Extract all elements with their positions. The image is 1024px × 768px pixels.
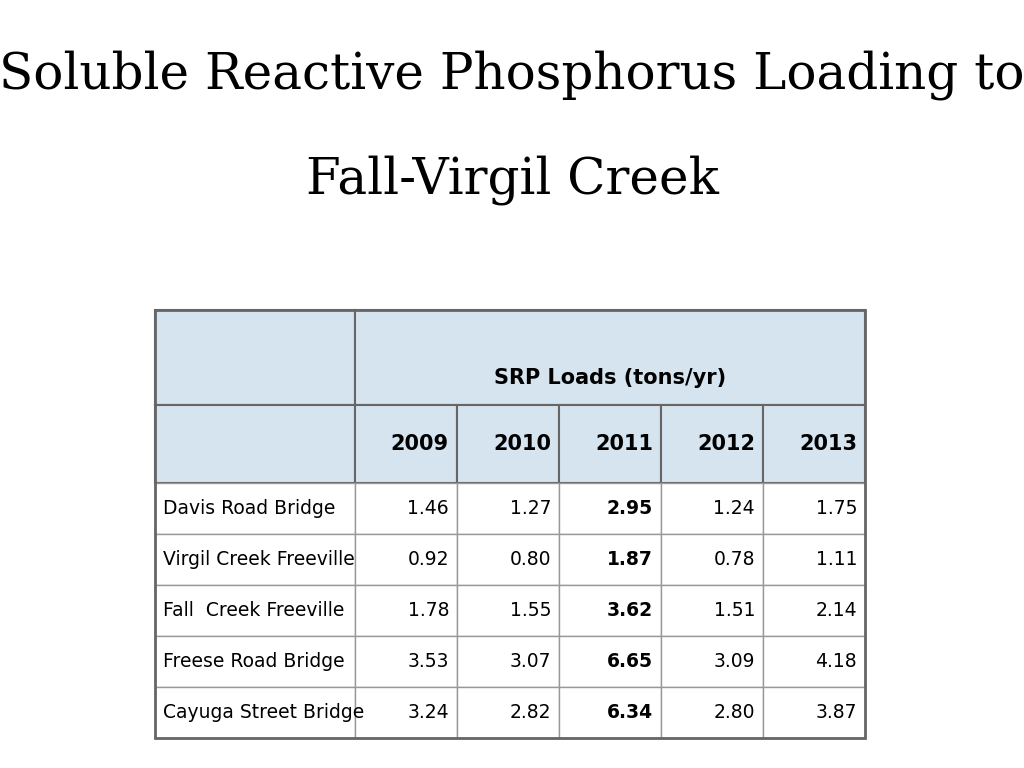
Bar (355, 483, 457, 534)
Text: Fall  Creek Freeville: Fall Creek Freeville (163, 601, 344, 620)
Bar (457, 534, 559, 585)
Text: 2.14: 2.14 (815, 601, 857, 620)
Bar (155, 310, 355, 405)
Text: SRP Loads (tons/yr): SRP Loads (tons/yr) (494, 369, 726, 389)
Bar (155, 310, 865, 738)
Text: 3.53: 3.53 (408, 652, 449, 671)
Text: 2012: 2012 (697, 434, 755, 454)
Text: 2.82: 2.82 (510, 703, 551, 722)
Text: 3.09: 3.09 (714, 652, 755, 671)
Bar (355, 636, 457, 687)
Text: 1.78: 1.78 (408, 601, 449, 620)
Bar (355, 534, 457, 585)
Text: 3.24: 3.24 (408, 703, 449, 722)
Text: 1.87: 1.87 (607, 550, 653, 569)
Text: 2.95: 2.95 (607, 499, 653, 518)
Bar (662, 585, 763, 636)
Text: 2009: 2009 (391, 434, 449, 454)
Bar (559, 585, 662, 636)
Text: 1.55: 1.55 (510, 601, 551, 620)
Bar (457, 636, 559, 687)
Text: 6.34: 6.34 (607, 703, 653, 722)
Text: 2.80: 2.80 (714, 703, 755, 722)
Bar (155, 585, 355, 636)
Text: 1.46: 1.46 (408, 499, 449, 518)
Text: 3.07: 3.07 (510, 652, 551, 671)
Bar (662, 534, 763, 585)
Text: 6.65: 6.65 (607, 652, 653, 671)
Text: 1.24: 1.24 (714, 499, 755, 518)
Text: 1.11: 1.11 (815, 550, 857, 569)
Text: Cayuga Street Bridge: Cayuga Street Bridge (163, 703, 365, 722)
Text: Davis Road Bridge: Davis Road Bridge (163, 499, 336, 518)
Text: Virgil Creek Freeville: Virgil Creek Freeville (163, 550, 354, 569)
Bar (559, 405, 662, 483)
Text: 2013: 2013 (799, 434, 857, 454)
Bar (457, 483, 559, 534)
Text: 2011: 2011 (595, 434, 653, 454)
Text: 3.87: 3.87 (815, 703, 857, 722)
Text: 1.27: 1.27 (510, 499, 551, 518)
Bar (355, 310, 865, 405)
Text: 1.51: 1.51 (714, 601, 755, 620)
Bar (559, 636, 662, 687)
Bar (763, 483, 865, 534)
Text: Freese Road Bridge: Freese Road Bridge (163, 652, 345, 671)
Bar (559, 534, 662, 585)
Text: Soluble Reactive Phosphorus Loading to: Soluble Reactive Phosphorus Loading to (0, 50, 1024, 100)
Bar (155, 483, 355, 534)
Bar (155, 534, 355, 585)
Text: 4.18: 4.18 (815, 652, 857, 671)
Text: 0.92: 0.92 (408, 550, 449, 569)
Bar (155, 405, 355, 483)
Bar (457, 585, 559, 636)
Bar (763, 534, 865, 585)
Text: 3.62: 3.62 (607, 601, 653, 620)
Bar (662, 636, 763, 687)
Text: 2010: 2010 (493, 434, 551, 454)
Bar (662, 687, 763, 738)
Bar (763, 585, 865, 636)
Bar (763, 687, 865, 738)
Bar (763, 405, 865, 483)
Bar (155, 636, 355, 687)
Bar (662, 405, 763, 483)
Bar (355, 585, 457, 636)
Bar (355, 405, 457, 483)
Bar (457, 405, 559, 483)
Bar (763, 636, 865, 687)
Bar (457, 687, 559, 738)
Bar (355, 687, 457, 738)
Text: 0.80: 0.80 (510, 550, 551, 569)
Bar (662, 483, 763, 534)
Bar (559, 483, 662, 534)
Text: 0.78: 0.78 (714, 550, 755, 569)
Text: Fall-Virgil Creek: Fall-Virgil Creek (305, 155, 719, 205)
Bar (559, 687, 662, 738)
Text: 1.75: 1.75 (815, 499, 857, 518)
Bar (155, 687, 355, 738)
